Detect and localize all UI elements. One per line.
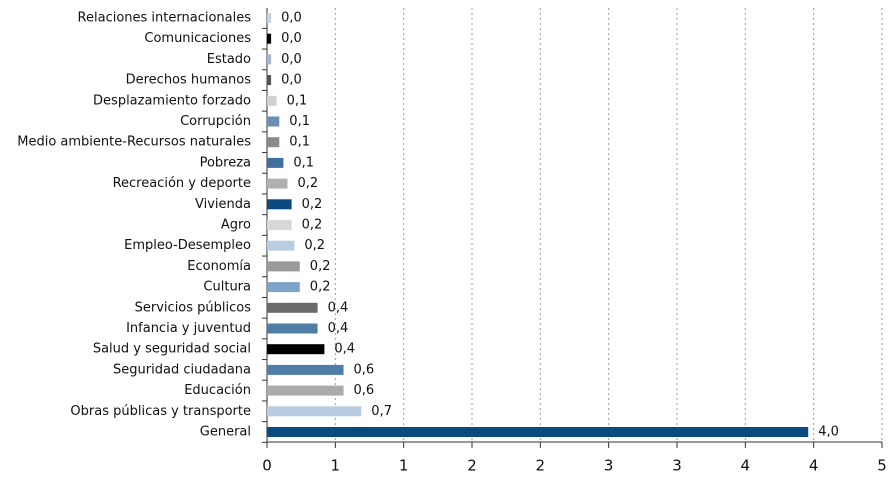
- data-label: 0,0: [281, 52, 302, 67]
- x-tick-label: 3: [604, 457, 614, 475]
- data-label: 0,0: [281, 31, 302, 46]
- data-label: 0,0: [281, 11, 302, 26]
- data-label: 0,4: [328, 321, 349, 336]
- y-tick-label: Estado: [207, 52, 251, 67]
- data-label: 0,2: [302, 218, 323, 233]
- x-tick-label: 1: [399, 457, 409, 475]
- data-label: 0,2: [304, 238, 325, 253]
- y-tick-label: Seguridad ciudadana: [113, 362, 251, 377]
- y-tick-label: Desplazamiento forzado: [93, 93, 251, 108]
- data-label: 0,1: [293, 155, 314, 170]
- y-tick-label: Educación: [184, 383, 251, 398]
- data-label: 0,6: [354, 362, 375, 377]
- y-tick-label: Comunicaciones: [144, 31, 251, 46]
- x-tick-label: 4: [809, 457, 819, 475]
- data-label: 0,2: [310, 280, 331, 295]
- bar: [267, 33, 272, 44]
- data-label: 0,1: [287, 93, 308, 108]
- data-label: 0,2: [302, 197, 323, 212]
- y-tick-label: Economía: [187, 259, 251, 274]
- y-tick-label: Salud y seguridad social: [93, 342, 251, 357]
- bar: [267, 95, 277, 106]
- bar: [267, 282, 300, 293]
- data-label: 0,7: [371, 404, 392, 419]
- bar: [267, 406, 362, 417]
- bar: [267, 137, 280, 148]
- y-tick-label: General: [200, 425, 251, 440]
- data-label: 0,2: [298, 176, 319, 191]
- y-tick-label: Obras públicas y transporte: [70, 404, 251, 419]
- x-tick-label: 1: [331, 457, 341, 475]
- bar: [267, 364, 344, 375]
- bar: [267, 75, 272, 86]
- y-tick-label: Corrupción: [180, 114, 251, 129]
- x-tick-label: 5: [877, 457, 887, 475]
- data-label: 0,1: [289, 114, 310, 129]
- data-label: 0,2: [310, 259, 331, 274]
- bar: [267, 240, 295, 251]
- x-tick-label: 4: [741, 457, 751, 475]
- bar: [267, 344, 325, 355]
- data-label: 0,4: [334, 342, 355, 357]
- bar: [267, 178, 288, 189]
- bar: [267, 220, 292, 230]
- y-tick-label: Servicios públicos: [135, 300, 252, 315]
- bar: [267, 323, 318, 334]
- bar: [267, 261, 300, 272]
- y-tick-label: Medio ambiente-Recursos naturales: [17, 135, 251, 150]
- y-tick-label: Pobreza: [200, 155, 251, 170]
- data-label: 0,6: [354, 383, 375, 398]
- y-tick-label: Agro: [221, 218, 251, 233]
- data-label: 0,1: [289, 135, 310, 150]
- bar: [267, 302, 318, 313]
- bar: [267, 385, 344, 396]
- y-tick-label: Infancia y juventud: [126, 321, 251, 336]
- bar: [267, 54, 272, 65]
- y-tick-label: Relaciones internacionales: [78, 11, 252, 26]
- y-tick-label: Cultura: [203, 280, 251, 295]
- x-tick-label: 0: [262, 457, 272, 475]
- y-tick-label: Recreación y deporte: [113, 176, 251, 191]
- bar: [267, 199, 292, 210]
- data-label: 0,4: [328, 300, 349, 315]
- data-label: 4,0: [818, 425, 839, 440]
- y-tick-label: Derechos humanos: [126, 73, 252, 88]
- x-tick-label: 3: [672, 457, 682, 475]
- data-label: 0,0: [281, 73, 302, 88]
- bar: [267, 157, 284, 168]
- y-tick-label: Empleo-Desempleo: [124, 238, 251, 253]
- x-tick-label: 2: [536, 457, 546, 475]
- bar: [267, 13, 272, 23]
- bar: [267, 116, 280, 127]
- bar: [267, 427, 809, 437]
- y-tick-label: Vivienda: [195, 197, 251, 212]
- x-tick-label: 2: [467, 457, 477, 475]
